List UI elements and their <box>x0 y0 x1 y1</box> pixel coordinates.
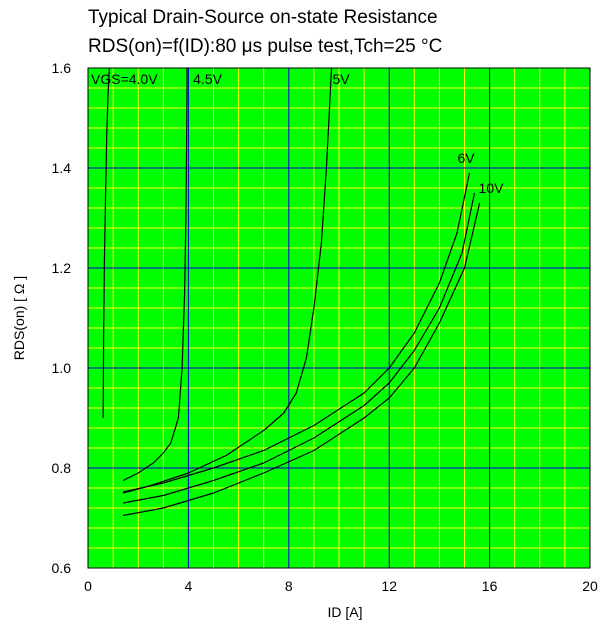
plot-frame <box>87 67 591 569</box>
y-axis-ticks: 0.6 0.8 1.0 1.2 1.4 1.6 <box>52 60 72 576</box>
chart-subtitle: RDS(on)=f(ID):80 μs pulse test,Tch=25 °C <box>88 36 442 57</box>
y-tick-label: 1.6 <box>52 60 72 76</box>
series-curve <box>122 202 481 517</box>
x-tick-label: 0 <box>84 578 92 594</box>
series-label: 10V <box>479 180 505 196</box>
x-tick-label: 12 <box>381 578 397 594</box>
series-curve <box>122 192 476 504</box>
series-label: 6V <box>458 150 476 166</box>
y-tick-label: 1.2 <box>52 260 72 276</box>
x-tick-label: 4 <box>185 578 193 594</box>
chart-title: Typical Drain-Source on-state Resistance <box>88 7 438 28</box>
x-tick-label: 16 <box>482 578 498 594</box>
x-axis-ticks: 0 4 8 12 16 20 <box>84 578 598 594</box>
y-tick-label: 1.0 <box>52 360 72 376</box>
series-label: 5V <box>332 71 350 87</box>
x-tick-label: 20 <box>582 578 598 594</box>
series-label: 4.5V <box>193 71 222 87</box>
major-grid <box>88 68 590 568</box>
series-curve <box>122 67 188 482</box>
series-curve <box>122 172 471 493</box>
y-tick-label: 0.8 <box>52 460 72 476</box>
minor-grid <box>88 68 590 568</box>
y-axis-label: RDS(on) [ Ω ] <box>11 276 27 360</box>
x-axis-label: ID [A] <box>327 604 362 620</box>
series-curve <box>102 67 110 419</box>
series-curve <box>122 67 333 494</box>
y-tick-label: 1.4 <box>52 160 72 176</box>
series-label: VGS=4.0V <box>91 71 158 87</box>
x-tick-label: 8 <box>285 578 293 594</box>
y-tick-label: 0.6 <box>52 560 72 576</box>
